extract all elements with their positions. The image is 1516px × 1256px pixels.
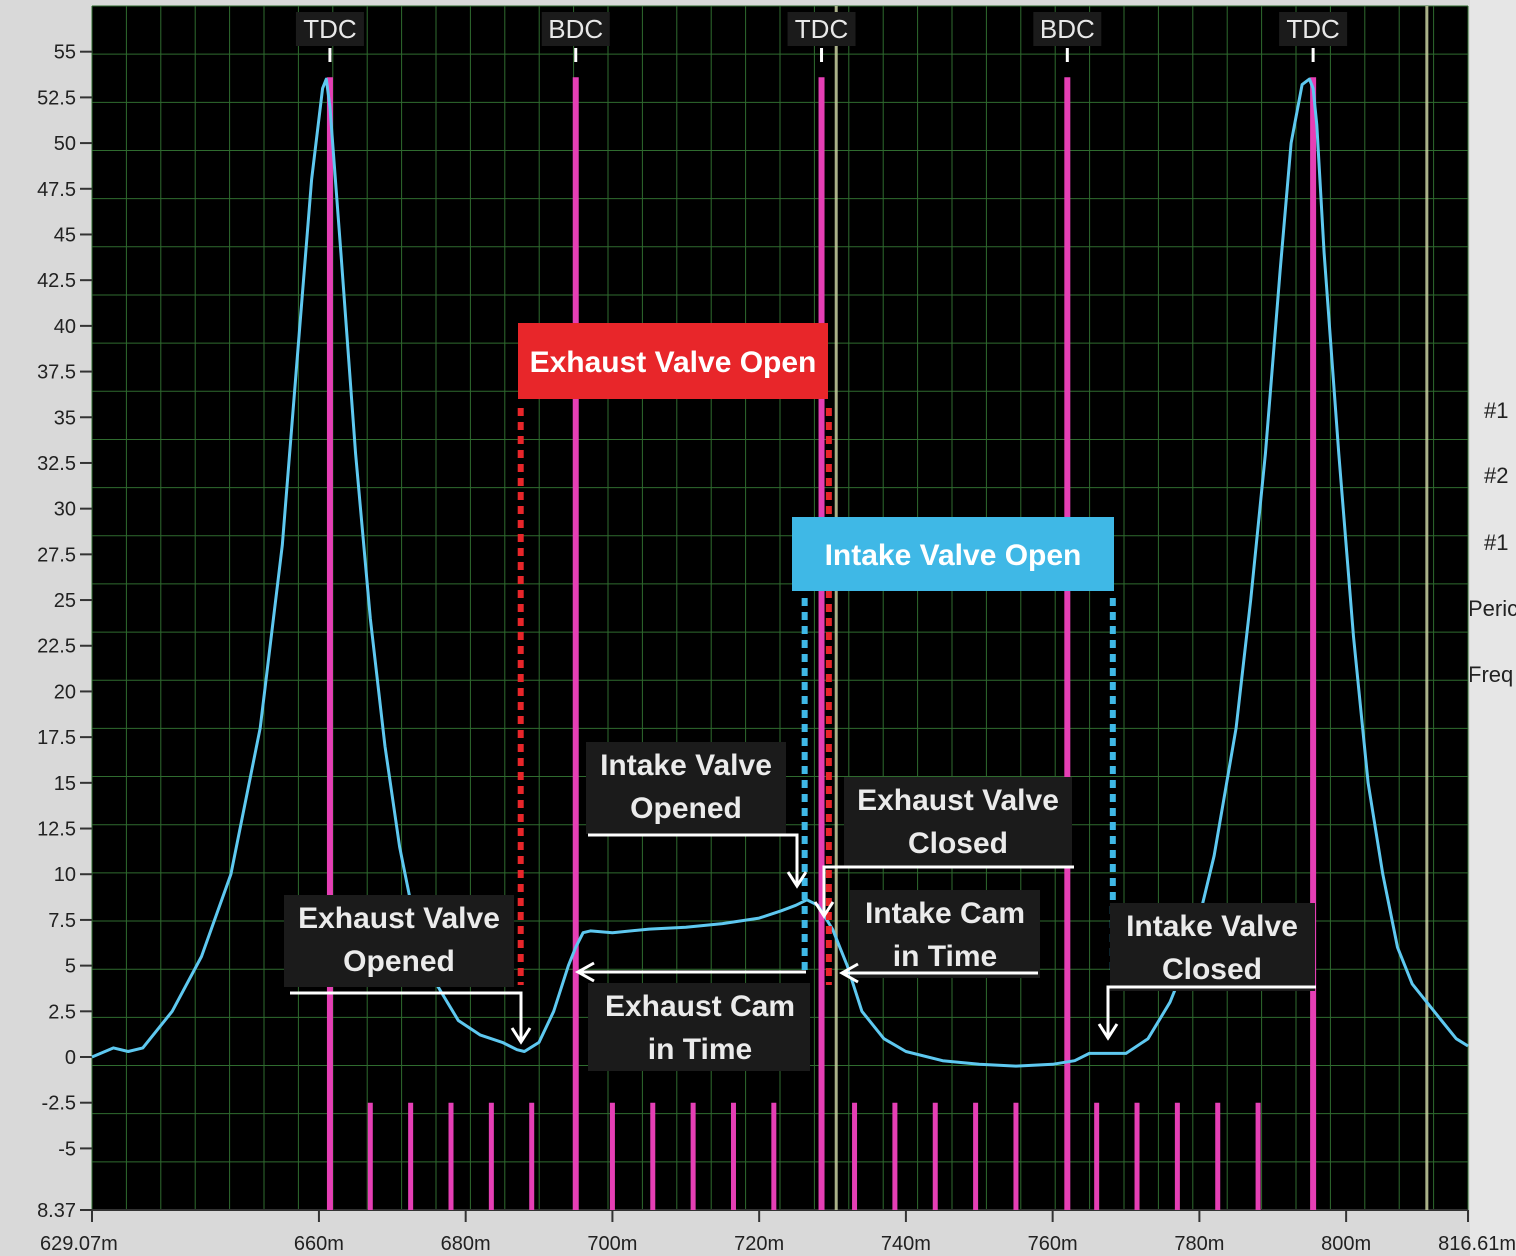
y-tick-label: 10	[54, 864, 76, 886]
y-tick-label: 25	[54, 590, 76, 612]
annotation-label: Closed	[908, 827, 1008, 860]
span-header-label: Exhaust Valve Open	[530, 346, 817, 379]
side-label: #1	[1484, 530, 1509, 555]
span-header-box	[518, 323, 828, 399]
x-tick-label: 780m	[1174, 1233, 1224, 1255]
leader-line	[290, 991, 523, 1040]
x-tick-label: 800m	[1321, 1233, 1371, 1255]
side-label: #2	[1484, 463, 1509, 488]
annotation-label: Exhaust Valve	[298, 902, 500, 935]
x-tick-label: 760m	[1028, 1233, 1078, 1255]
y-tick-label: 52.5	[37, 87, 76, 109]
y-tick-label: 27.5	[37, 544, 76, 566]
marker-label: BDC	[548, 14, 603, 44]
annotation-box	[844, 777, 1072, 867]
annotation-label: Intake Valve	[1126, 910, 1298, 943]
annotation-label: Exhaust Cam	[605, 990, 795, 1023]
y-tick-label: 15	[54, 773, 76, 795]
marker-label: BDC	[1040, 14, 1095, 44]
side-label: Peric	[1468, 596, 1516, 621]
y-tick-label: 8.37	[37, 1200, 76, 1222]
y-tick-label: 50	[54, 133, 76, 155]
y-tick-label: -2.5	[42, 1093, 76, 1115]
annotation-box	[284, 895, 514, 987]
span-header-label: Intake Valve Open	[825, 539, 1082, 572]
y-tick-label: 47.5	[37, 179, 76, 201]
arrow-head	[574, 961, 595, 983]
annotation-label: Closed	[1162, 953, 1262, 986]
y-tick-label: 12.5	[37, 819, 76, 841]
x-tick-label: 680m	[441, 1233, 491, 1255]
arrow-head	[1097, 1023, 1119, 1041]
y-tick-label: 35	[54, 407, 76, 429]
marker-label-bg	[541, 12, 610, 46]
y-tick-label: 17.5	[37, 727, 76, 749]
y-tick-label: 45	[54, 224, 76, 246]
x-tick-label: 816.61m	[1438, 1233, 1516, 1255]
annotation-box	[586, 742, 786, 834]
side-panel	[1470, 0, 1516, 1256]
side-label: Freq	[1468, 662, 1514, 687]
annotation-box	[1110, 903, 1315, 991]
y-tick-label: -5	[58, 1138, 76, 1160]
side-label: #1	[1484, 398, 1509, 423]
y-tick-label: 40	[54, 316, 76, 338]
y-tick-label: 22.5	[37, 636, 76, 658]
x-tick-label: 629.07m	[40, 1233, 118, 1255]
annotation-label: Opened	[630, 792, 742, 825]
annotation-label: Intake Cam	[865, 897, 1025, 930]
marker-label-bg	[1033, 12, 1102, 46]
annotation-label: Exhaust Valve	[857, 784, 1059, 817]
x-tick-label: 720m	[734, 1233, 784, 1255]
leader-line	[588, 833, 799, 884]
annotation-label: in Time	[648, 1033, 752, 1066]
leader-line	[822, 865, 1074, 914]
x-tick-label: 740m	[881, 1233, 931, 1255]
annotation-label: Intake Valve	[600, 749, 772, 782]
arrow-head	[510, 1027, 532, 1045]
marker-label-bg	[1279, 12, 1348, 46]
annotation-label: Opened	[343, 945, 455, 978]
marker-label: TDC	[1286, 14, 1339, 44]
marker-label-bg	[787, 12, 856, 46]
arrow-head	[838, 962, 859, 984]
annotation-label: in Time	[893, 940, 997, 973]
pressure-trace	[91, 77, 1469, 1068]
x-tick-label: 700m	[587, 1233, 637, 1255]
y-tick-label: 7.5	[48, 910, 76, 932]
arrow-head	[813, 901, 835, 919]
marker-label-bg	[295, 12, 364, 46]
y-tick-label: 55	[54, 42, 76, 64]
marker-label: TDC	[795, 14, 848, 44]
arrow-head	[786, 871, 808, 889]
y-tick-label: 42.5	[37, 270, 76, 292]
y-tick-label: 32.5	[37, 453, 76, 475]
span-header-box	[792, 517, 1114, 591]
y-tick-label: 2.5	[48, 1001, 76, 1023]
y-tick-label: 30	[54, 499, 76, 521]
y-tick-label: 5	[65, 956, 76, 978]
annotation-box	[588, 983, 810, 1071]
marker-label: TDC	[303, 14, 356, 44]
y-tick-label: 37.5	[37, 362, 76, 384]
x-tick-label: 660m	[294, 1233, 344, 1255]
leader-line	[1106, 985, 1316, 1036]
annotation-box	[850, 890, 1040, 978]
y-tick-label: 20	[54, 681, 76, 703]
y-tick-label: 0	[65, 1047, 76, 1069]
